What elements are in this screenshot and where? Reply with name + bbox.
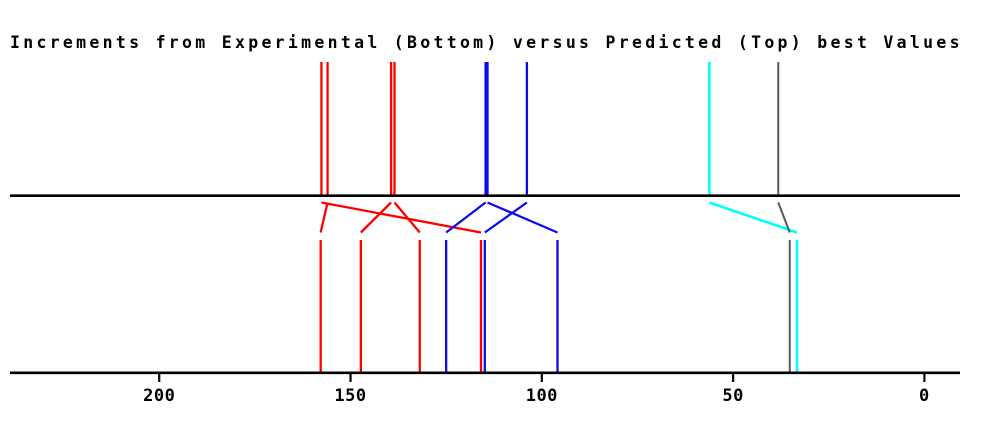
connector-line — [708, 201, 798, 234]
x-axis-tick-label: 100 — [526, 386, 558, 406]
chart-title: Increments from Experimental (Bottom) ve… — [10, 33, 963, 52]
connector-line — [393, 201, 421, 234]
x-axis-tick-label: 200 — [143, 386, 175, 406]
connector-line — [777, 202, 791, 233]
connector-line — [487, 201, 558, 234]
connector-line — [360, 201, 392, 234]
x-axis-tick-label: 50 — [722, 386, 743, 406]
connector-line — [321, 201, 482, 234]
x-axis-tick-label: 0 — [919, 386, 930, 406]
connector-line — [319, 202, 329, 233]
connector-line — [484, 201, 528, 234]
connector-line — [445, 201, 487, 234]
x-axis-tick-label: 150 — [334, 386, 366, 406]
